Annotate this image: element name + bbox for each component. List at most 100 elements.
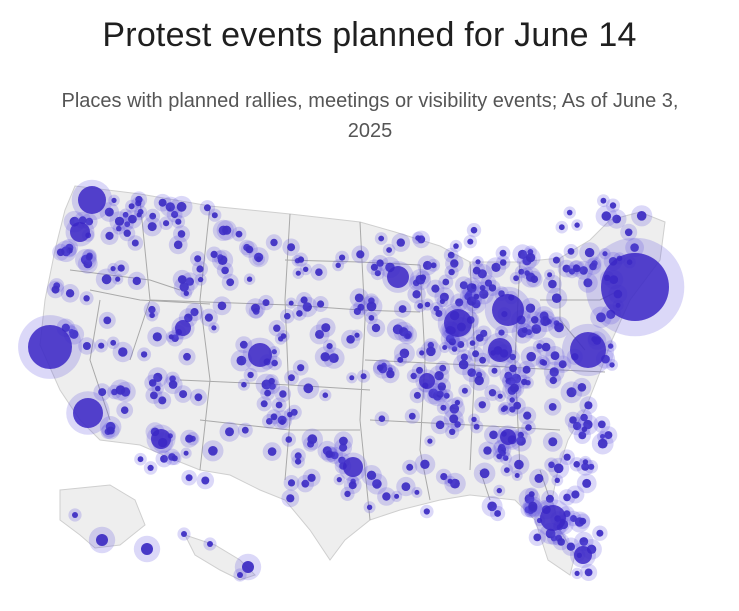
event-marker-253 [498, 329, 505, 336]
event-marker-204 [370, 263, 378, 271]
event-marker-351 [584, 401, 593, 410]
event-marker-493 [579, 537, 589, 546]
event-marker-360 [517, 431, 524, 438]
event-marker-90 [247, 371, 254, 379]
event-marker-320 [600, 197, 607, 204]
event-marker-67 [211, 325, 217, 331]
event-marker-385 [502, 405, 508, 411]
event-marker-373 [483, 446, 492, 455]
event-marker-408 [413, 391, 421, 399]
event-marker-239 [499, 259, 507, 266]
event-marker-283 [521, 327, 528, 334]
event-marker-19 [105, 231, 114, 240]
event-marker-55 [185, 277, 194, 286]
event-marker-252 [526, 351, 536, 362]
event-marker-38 [56, 248, 65, 257]
event-marker-506 [181, 531, 187, 537]
event-marker-377 [443, 392, 450, 399]
event-marker-477 [534, 473, 544, 483]
event-marker-84 [260, 400, 268, 408]
event-marker-152 [339, 436, 348, 446]
event-marker-438 [150, 391, 158, 400]
event-marker-33 [83, 259, 93, 269]
event-marker-108 [196, 265, 204, 273]
event-marker-144 [301, 479, 310, 488]
event-marker-65 [255, 256, 262, 263]
event-marker-146 [294, 452, 302, 460]
event-marker-396 [408, 412, 416, 420]
event-marker-376 [513, 401, 522, 410]
event-marker-179 [376, 259, 384, 267]
event-marker-131 [326, 343, 333, 350]
event-marker-335 [580, 413, 588, 422]
event-marker-246 [419, 274, 427, 281]
event-marker-30 [51, 285, 60, 294]
event-marker-123 [284, 312, 291, 320]
event-marker-200 [412, 290, 421, 299]
event-marker-301 [562, 264, 571, 273]
event-marker-368 [440, 473, 448, 481]
event-marker-279 [551, 293, 562, 304]
event-marker-345 [581, 462, 590, 471]
event-marker-243 [475, 334, 484, 342]
event-marker-134 [357, 303, 365, 311]
event-marker-119 [296, 310, 303, 317]
event-marker-296 [530, 316, 539, 324]
event-marker-147 [295, 458, 302, 465]
event-marker-429 [285, 436, 293, 443]
event-marker-471 [563, 493, 571, 502]
event-marker-457 [147, 464, 154, 471]
event-marker-86 [149, 312, 155, 319]
event-marker-339 [569, 416, 577, 424]
event-marker-45 [131, 239, 139, 247]
event-marker-437 [120, 406, 129, 415]
event-marker-489 [554, 477, 560, 483]
event-marker-151 [366, 504, 373, 510]
event-marker-81 [140, 351, 148, 358]
event-marker-343 [516, 436, 526, 446]
event-marker-381 [488, 389, 497, 397]
event-marker-49 [165, 202, 175, 212]
event-marker-43 [136, 212, 142, 218]
event-marker-165 [344, 490, 351, 498]
event-marker-318 [589, 262, 597, 271]
event-marker-406 [410, 372, 417, 380]
event-marker-329 [601, 211, 612, 221]
event-marker-413 [416, 366, 423, 374]
event-marker-322 [609, 202, 617, 209]
event-marker-514 [601, 253, 669, 321]
event-marker-148 [286, 494, 295, 503]
event-marker-444 [148, 379, 157, 387]
event-marker-103 [295, 270, 301, 276]
event-marker-184 [457, 341, 465, 348]
event-marker-300 [607, 343, 614, 349]
event-marker-266 [474, 375, 484, 386]
event-marker-474 [504, 467, 510, 473]
event-marker-181 [378, 235, 385, 242]
event-marker-70 [169, 375, 176, 383]
event-marker-448 [155, 385, 161, 392]
event-marker-1 [85, 217, 94, 226]
event-marker-425 [279, 419, 286, 426]
event-marker-458 [208, 446, 218, 456]
event-marker-451 [183, 450, 189, 456]
event-marker-293 [541, 342, 551, 352]
event-marker-130 [322, 392, 329, 399]
event-marker-128 [321, 323, 331, 333]
event-marker-129 [297, 364, 305, 372]
event-marker-342 [548, 403, 557, 411]
event-marker-281 [567, 248, 575, 255]
event-marker-218 [427, 341, 434, 349]
event-marker-374 [435, 420, 445, 430]
event-marker-403 [376, 364, 384, 372]
event-marker-412 [449, 338, 456, 346]
event-marker-50 [128, 203, 135, 210]
event-marker-201 [368, 315, 375, 321]
event-marker-188 [433, 305, 440, 312]
event-marker-149 [307, 434, 318, 445]
event-marker-114 [288, 300, 294, 306]
event-marker-278 [536, 343, 543, 350]
event-marker-286 [540, 316, 551, 327]
event-marker-89 [158, 396, 167, 405]
event-marker-74 [148, 305, 156, 314]
